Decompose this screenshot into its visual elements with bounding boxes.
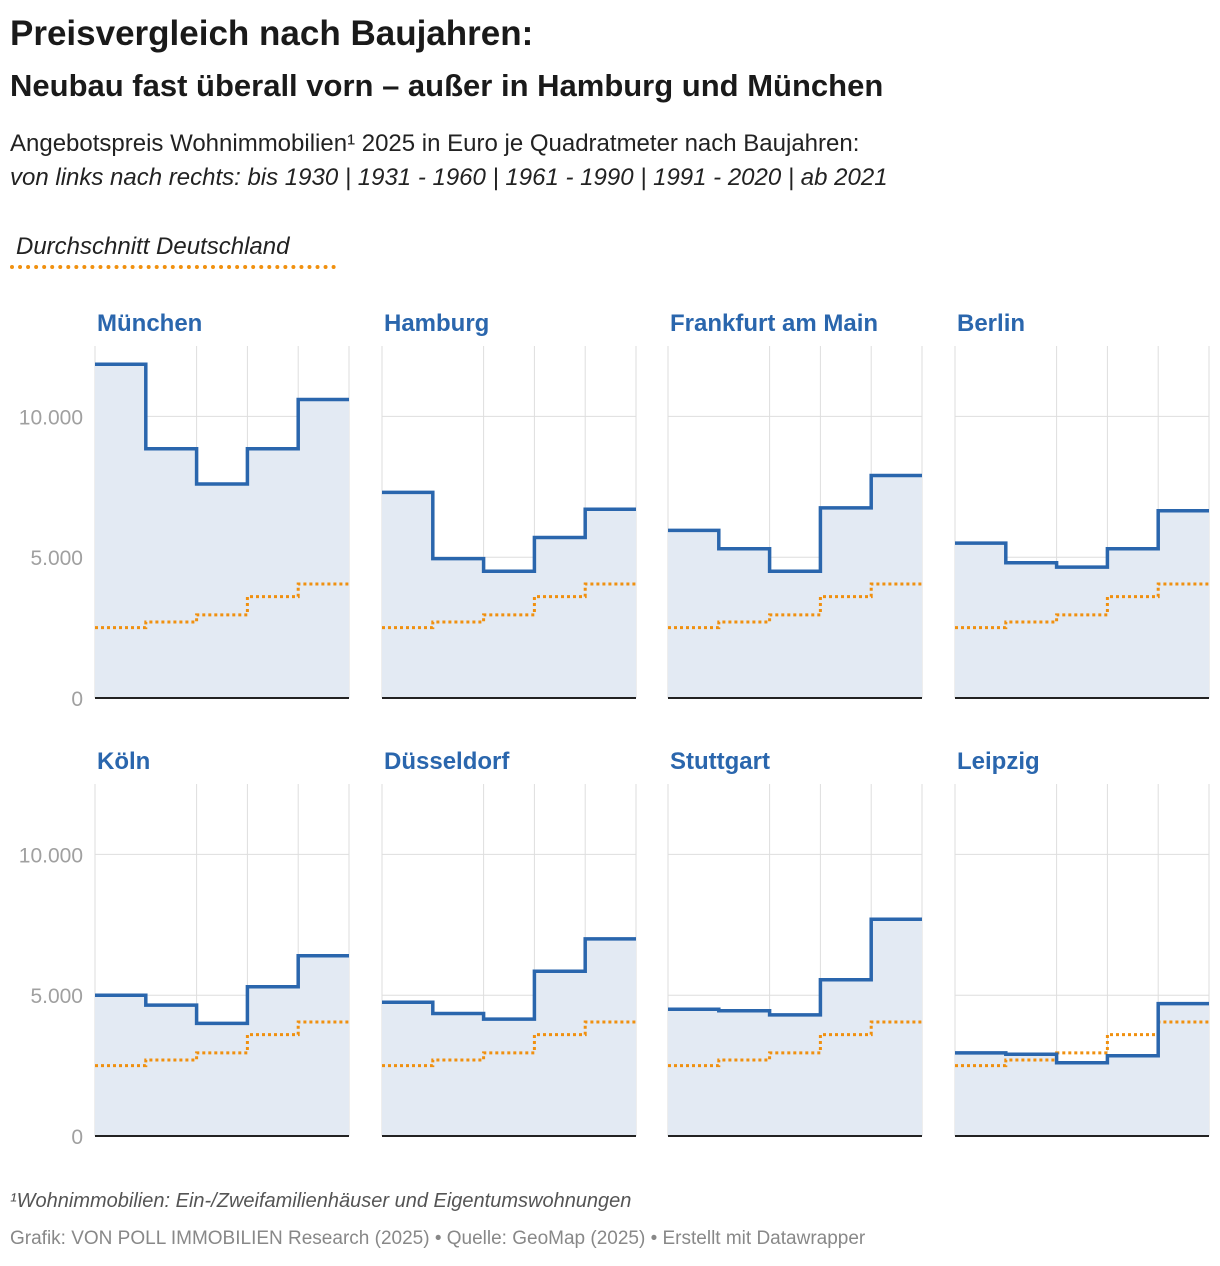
area-berlin <box>955 510 1209 698</box>
y-tick-label: 0 <box>71 688 83 711</box>
chart-title: Preisvergleich nach Baujahren: <box>10 14 534 53</box>
y-tick-label: 5.000 <box>30 547 83 570</box>
legend-label-average: Durchschnitt Deutschland <box>16 233 290 260</box>
series-line-münchen <box>95 362 349 486</box>
series-line-düsseldorf <box>382 937 636 1021</box>
area-frankfurt-am-main <box>668 475 922 698</box>
footnote: ¹Wohnimmobilien: Ein-/Zweifamilienhäuser… <box>10 1190 632 1212</box>
series-line-stuttgart <box>668 917 922 1017</box>
series-line-average <box>382 582 636 630</box>
panel-title: Stuttgart <box>670 748 770 775</box>
panel-title: Köln <box>97 748 150 775</box>
panel-title: München <box>97 310 202 337</box>
legend: Durchschnitt Deutschland <box>10 233 336 269</box>
chart-description: Angebotspreis Wohnimmobilien¹ 2025 in Eu… <box>10 130 860 157</box>
y-tick-label: 5.000 <box>30 985 83 1008</box>
source-credit: Grafik: VON POLL IMMOBILIEN Research (20… <box>10 1228 866 1249</box>
area-stuttgart <box>668 919 922 1136</box>
chart-subtitle: Neubau fast überall vorn – außer in Hamb… <box>10 68 884 103</box>
series-line-berlin <box>955 508 1209 569</box>
area-köln <box>95 955 349 1136</box>
series-line-köln <box>95 954 349 1026</box>
area-münchen <box>95 364 349 698</box>
series-line-frankfurt-am-main <box>668 473 922 574</box>
series-line-average <box>668 1020 922 1068</box>
series-line-average <box>95 1020 349 1068</box>
panel-title: Leipzig <box>957 748 1040 775</box>
y-tick-label: 10.000 <box>19 844 83 867</box>
legend-swatch-average <box>10 265 336 269</box>
y-tick-label: 10.000 <box>19 406 83 429</box>
area-düsseldorf <box>382 938 636 1136</box>
series-line-average <box>95 582 349 630</box>
panel-title: Frankfurt am Main <box>670 310 878 337</box>
panel-title: Hamburg <box>384 310 489 337</box>
series-line-hamburg <box>382 490 636 574</box>
small-multiples-chart: München 0 5.000 10.000 Hamburg Frankfurt am M… <box>19 310 1210 1149</box>
series-line-average <box>382 1020 636 1068</box>
series-line-average <box>668 582 922 630</box>
area-hamburg <box>382 492 636 698</box>
series-line-average <box>955 582 1209 630</box>
panel-title: Düsseldorf <box>384 748 510 775</box>
panel-title: Berlin <box>957 310 1025 337</box>
series-line-leipzig <box>955 1001 1209 1065</box>
y-tick-label: 0 <box>71 1126 83 1149</box>
chart-description-categories: von links nach rechts: bis 1930 | 1931 -… <box>10 164 888 191</box>
area-leipzig <box>955 1003 1209 1136</box>
